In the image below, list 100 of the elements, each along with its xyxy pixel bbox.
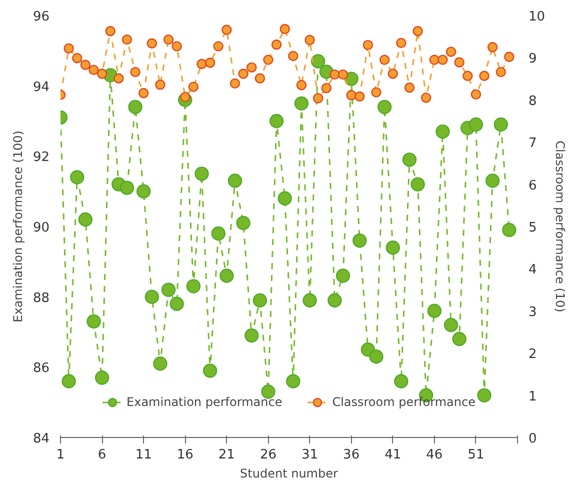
point [204, 58, 216, 68]
x-tick-label: 36 [343, 448, 360, 462]
point [244, 328, 259, 343]
point [161, 282, 176, 297]
point [246, 62, 257, 72]
point [352, 233, 367, 248]
point [338, 69, 348, 80]
point [136, 184, 151, 198]
point [496, 66, 506, 78]
point [196, 58, 207, 70]
point [172, 41, 182, 52]
point [302, 293, 317, 308]
y-tick-label: 84 [32, 432, 50, 446]
point [220, 268, 234, 283]
point [485, 174, 500, 188]
point [362, 40, 374, 50]
point [70, 170, 84, 184]
point [330, 69, 340, 80]
y2-tick-label: 3 [528, 304, 537, 320]
legend-label: Examination performance [126, 395, 282, 409]
point [211, 226, 226, 241]
point [396, 38, 406, 48]
x-tick-label: 41 [384, 448, 402, 462]
y-tick-label: 94 [32, 80, 50, 95]
point [310, 54, 326, 68]
point [321, 82, 332, 94]
x-tick-label: 16 [176, 448, 194, 462]
point [436, 124, 450, 139]
x-axis-title: Student number [240, 466, 338, 480]
point [188, 82, 199, 92]
x-tick-label: 1 [56, 448, 65, 462]
point [64, 43, 74, 54]
point [194, 166, 209, 181]
y2-tick-label: 9 [528, 52, 537, 67]
point [186, 279, 201, 294]
point [114, 73, 124, 84]
point [78, 212, 93, 227]
point [379, 54, 390, 65]
point [477, 388, 492, 402]
point [130, 66, 140, 78]
point [88, 64, 99, 76]
y-tick-label: 92 [32, 150, 50, 166]
point [202, 364, 218, 378]
x-tick-label: 11 [135, 448, 152, 462]
point [412, 26, 423, 36]
point [263, 54, 274, 65]
point [86, 314, 101, 329]
point [377, 100, 392, 114]
point [96, 68, 108, 79]
y2-tick-label: 10 [528, 10, 546, 24]
point [138, 88, 149, 98]
point [144, 290, 159, 304]
x-tick-label: 21 [218, 448, 235, 462]
point [153, 356, 168, 371]
point [494, 117, 508, 132]
point [468, 117, 484, 132]
point [163, 34, 174, 45]
point [388, 68, 398, 79]
point [404, 82, 415, 93]
point [502, 222, 516, 238]
point [394, 374, 408, 388]
point [470, 89, 482, 100]
y2-tick-label: 1 [528, 389, 537, 404]
y-tick-label: 96 [32, 10, 50, 24]
y2-tick-label: 7 [528, 136, 537, 152]
point [336, 268, 350, 283]
point [402, 152, 417, 167]
y-tick-label: 90 [32, 220, 50, 236]
point [155, 80, 166, 90]
point [213, 41, 224, 52]
point [269, 114, 284, 128]
point [280, 24, 290, 34]
point [254, 73, 266, 84]
point [271, 40, 282, 50]
y-tick-label: 86 [32, 361, 50, 376]
point [296, 80, 307, 90]
point [228, 174, 242, 188]
y2-axis-title: Classroom performance (10) [553, 140, 568, 312]
y2-tick-label: 6 [528, 178, 537, 194]
point [444, 318, 458, 332]
point [462, 70, 473, 81]
y-axis-title: Examination performance (100) [10, 130, 25, 322]
point [105, 26, 116, 36]
point [170, 296, 184, 311]
point [427, 304, 442, 318]
x-tick-label: 6 [98, 448, 106, 462]
x-tick-label: 31 [302, 448, 318, 462]
point [369, 350, 384, 364]
x-tick-label: 26 [260, 448, 277, 462]
point [386, 240, 400, 255]
y2-tick-label: 0 [528, 432, 537, 446]
point [288, 50, 298, 62]
point [252, 293, 268, 308]
point [410, 177, 425, 192]
point [371, 87, 382, 98]
point [421, 92, 432, 103]
point [128, 100, 142, 114]
point [278, 191, 292, 206]
x-tick-label: 51 [468, 448, 484, 462]
point [454, 57, 464, 68]
